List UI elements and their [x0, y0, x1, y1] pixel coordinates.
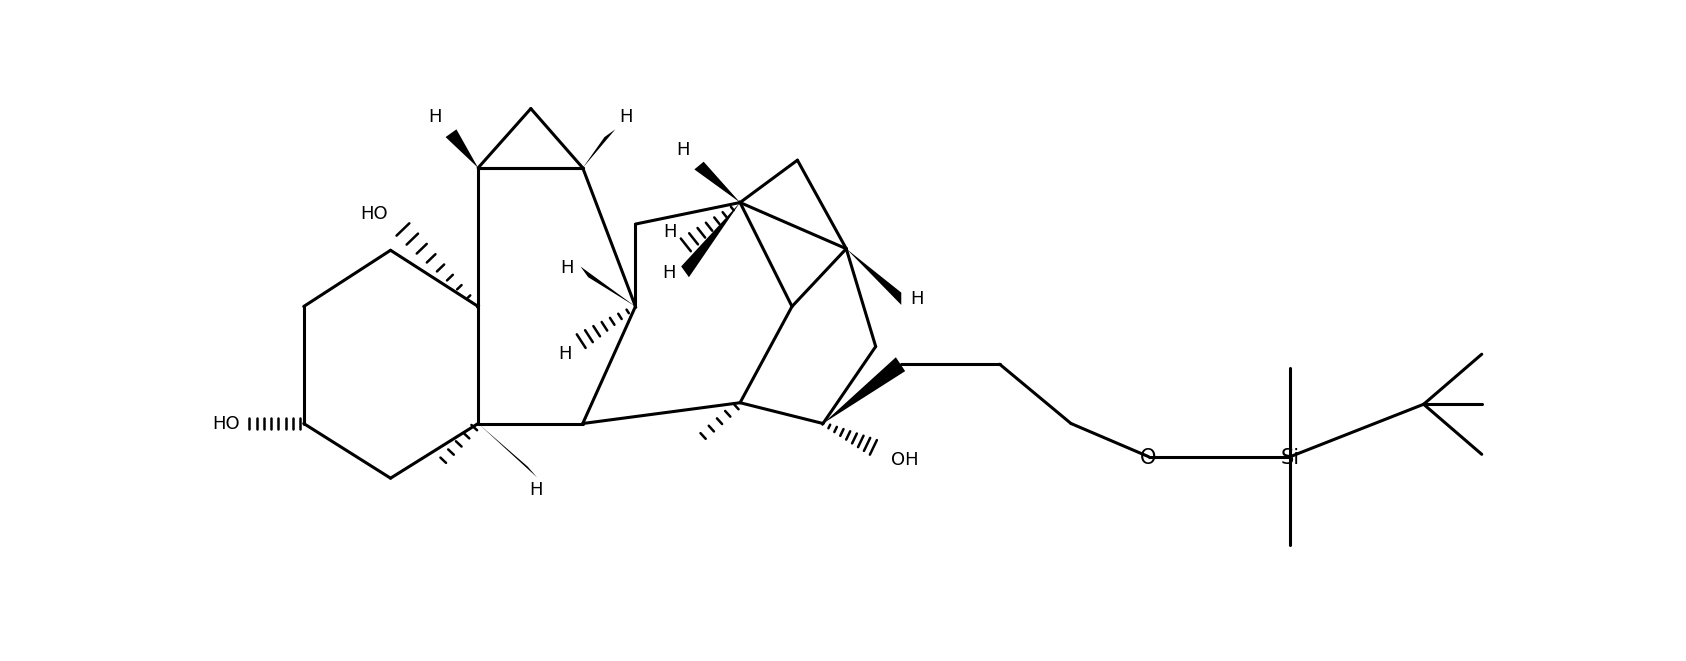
- Text: HO: HO: [359, 205, 388, 223]
- Polygon shape: [479, 424, 538, 477]
- Text: H: H: [428, 108, 442, 126]
- Text: H: H: [529, 481, 543, 499]
- Text: H: H: [558, 345, 572, 363]
- Polygon shape: [695, 162, 740, 202]
- Text: O: O: [1140, 448, 1157, 468]
- Polygon shape: [846, 249, 902, 305]
- Polygon shape: [583, 130, 615, 168]
- Text: H: H: [663, 223, 676, 241]
- Text: H: H: [910, 290, 924, 308]
- Text: H: H: [619, 108, 632, 126]
- Text: HO: HO: [212, 414, 239, 432]
- Polygon shape: [681, 202, 740, 277]
- Text: H: H: [663, 264, 676, 282]
- Text: Si: Si: [1281, 448, 1300, 468]
- Text: OH: OH: [892, 451, 919, 469]
- Polygon shape: [580, 266, 636, 307]
- Polygon shape: [823, 358, 905, 424]
- Text: H: H: [676, 141, 690, 159]
- Text: H: H: [561, 259, 575, 277]
- Polygon shape: [445, 130, 479, 168]
